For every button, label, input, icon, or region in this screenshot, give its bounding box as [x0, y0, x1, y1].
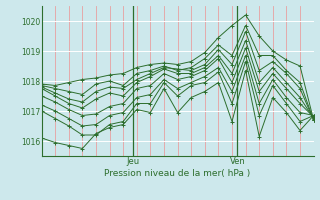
- X-axis label: Pression niveau de la mer( hPa ): Pression niveau de la mer( hPa ): [104, 169, 251, 178]
